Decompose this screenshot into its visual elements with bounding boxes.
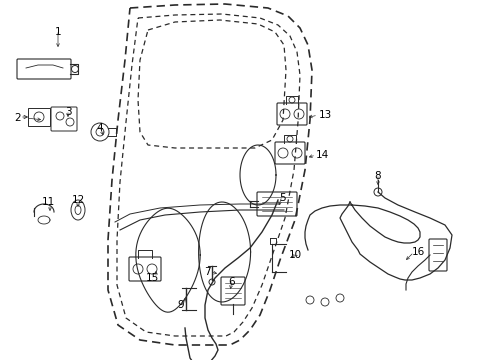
Text: 13: 13 [318, 110, 332, 120]
Text: 3: 3 [65, 107, 72, 117]
Text: 11: 11 [41, 197, 54, 207]
Text: 10: 10 [289, 250, 301, 260]
Text: 8: 8 [375, 171, 381, 181]
Text: 16: 16 [412, 247, 425, 257]
Text: 4: 4 [97, 123, 103, 133]
Text: 2: 2 [15, 113, 21, 123]
Text: 1: 1 [55, 27, 61, 37]
Text: 7: 7 [204, 267, 210, 277]
Text: 6: 6 [229, 277, 235, 287]
Text: 12: 12 [72, 195, 85, 205]
Text: 9: 9 [178, 300, 184, 310]
Text: 5: 5 [279, 193, 285, 203]
Bar [28, 108, 50, 126]
Text: 14: 14 [316, 150, 329, 160]
Text: 15: 15 [146, 273, 159, 283]
